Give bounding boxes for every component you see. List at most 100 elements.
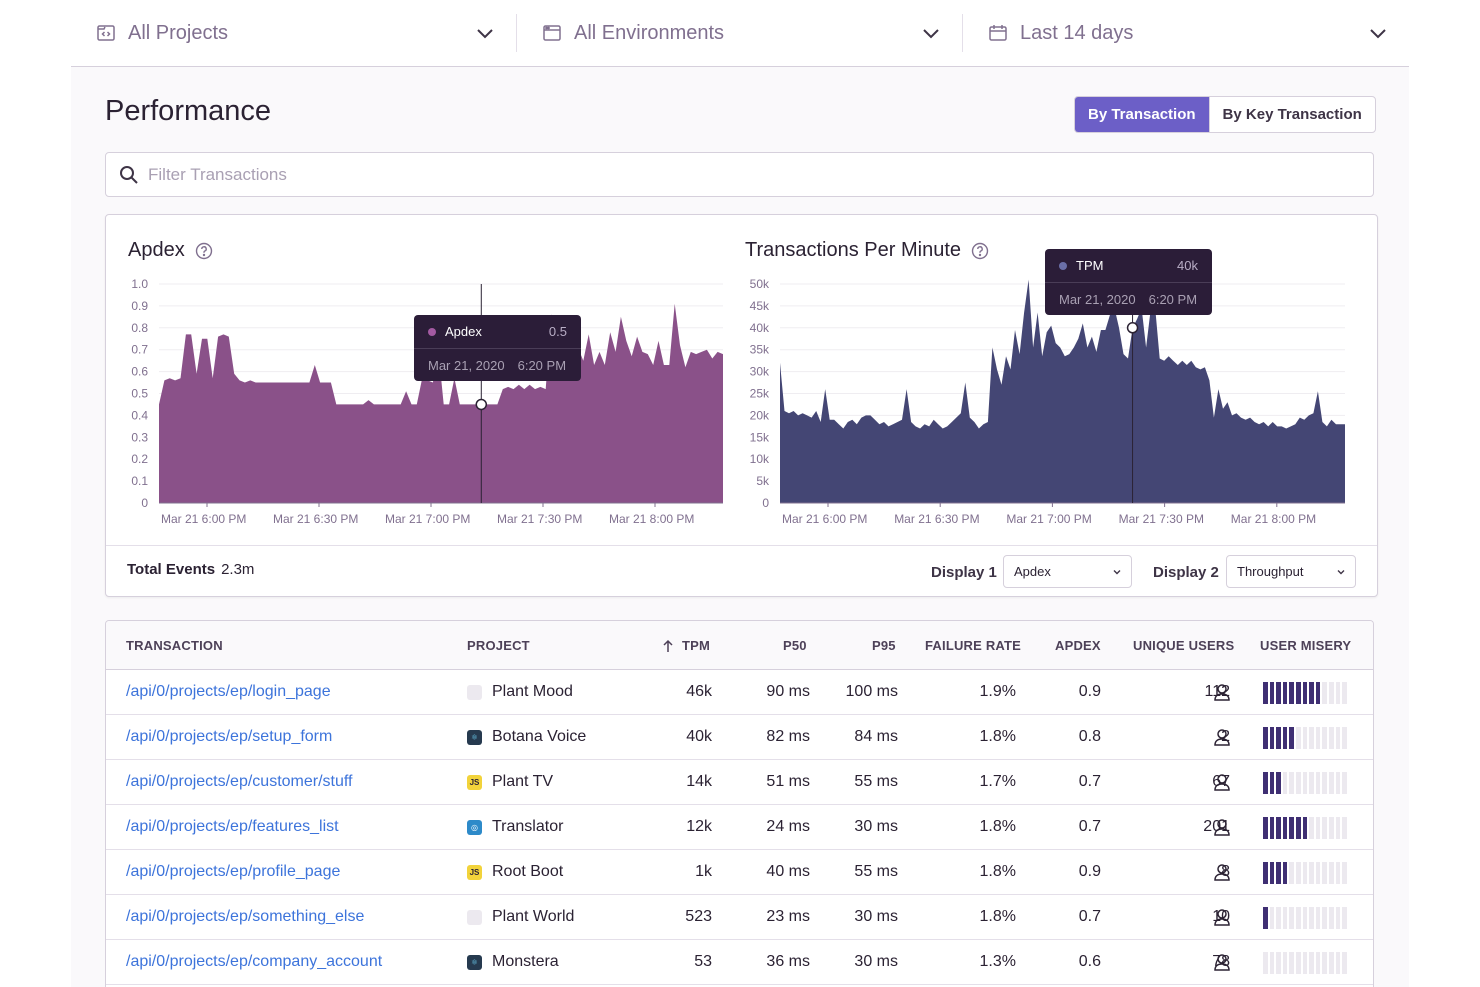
column-user-misery[interactable]: USER MISERY [1260,638,1352,653]
project-cell[interactable]: Plant Mood [467,683,573,701]
react-icon: ⚛ [467,954,482,970]
project-cell[interactable]: JS Plant TV [467,773,553,791]
transaction-link[interactable]: /api/0/projects/ep/company_account [126,953,383,970]
misery-segment [1295,817,1301,839]
apdex-value: 0.9 [1078,683,1101,700]
table-row[interactable]: /api/0/projects/ep/something_else Plant W… [106,895,1373,940]
misery-segment [1269,952,1275,974]
misery-segment [1328,817,1334,839]
misery-segment [1295,862,1301,884]
apdex-value: 0.6 [1078,953,1101,970]
misery-segment [1309,817,1314,839]
tooltip-value: 0.5 [548,324,567,339]
transaction-link[interactable]: /api/0/projects/ep/login_page [126,683,331,700]
table-row[interactable]: /api/0/projects/ep/setup_form ⚛ Botana Voi… [106,715,1373,760]
y-tick-label: 0 [762,496,769,510]
hover-point[interactable] [1126,322,1139,334]
apdex-value: 0.7 [1078,818,1101,835]
tooltip-value: 40k [1177,258,1198,273]
question-icon[interactable] [195,242,213,260]
column-apdex[interactable]: APDEX [1055,638,1101,653]
misery-segment [1276,952,1281,974]
misery-segment [1269,907,1275,929]
time-range-selector[interactable]: Last 14 days [963,0,1409,66]
apdex-chart[interactable]: 1.0 0.9 0.8 0.7 0.6 0.5 0.4 0.3 0.2 0.1 0 Mar 21 6:… [120,270,730,530]
area-series[interactable] [780,279,1345,503]
area-series[interactable] [159,303,723,503]
failure-rate-value: 1.8% [979,863,1016,880]
x-tick-label: Mar 21 8:00 PM [609,512,694,526]
table-row[interactable]: /api/0/projects/ep/company_account ⚛ Monst… [106,940,1373,985]
display2-select[interactable]: Throughput [1226,555,1356,588]
misery-segment [1289,682,1294,704]
misery-segment [1302,952,1308,974]
tpm-chart-title: Transactions Per Minute [745,239,989,262]
tooltip-series: TPM [1076,258,1104,273]
column-p95[interactable]: P95 [872,638,896,653]
column-p50[interactable]: P50 [783,638,807,653]
search-bar [105,152,1374,197]
tpm-value: 40k [686,728,712,745]
failure-rate-value: 1.8% [979,908,1016,925]
hover-point[interactable] [475,398,488,411]
project-cell[interactable]: JS Root Boot [467,863,563,881]
tpm-chart[interactable]: 50k 45k 40k 35k 30k 25k 20k 15k 10k 5k 0 Mar 21 6:0… [740,270,1360,530]
tooltip-date: Mar 21, 2020 [428,357,505,373]
transaction-link[interactable]: /api/0/projects/ep/features_list [126,818,339,835]
by-transaction-button[interactable]: By Transaction [1075,97,1209,132]
misery-segment [1335,817,1341,839]
question-icon[interactable] [971,242,989,260]
misery-segment [1309,727,1314,749]
project-selector[interactable]: All Projects [71,0,516,66]
misery-segment [1342,952,1347,974]
environment-selector[interactable]: All Environments [517,0,962,66]
table-row[interactable]: /api/0/projects/ep/customer/stuff JS Plant… [106,760,1373,805]
react-icon: ⚛ [467,729,482,745]
project-cell[interactable]: ◎ Translator [467,818,563,836]
table-body: /api/0/projects/ep/login_page Plant Mood 4… [106,670,1373,985]
misery-segment [1342,862,1347,884]
column-project[interactable]: PROJECT [467,638,530,653]
misery-segment [1315,727,1321,749]
transaction-link[interactable]: /api/0/projects/ep/setup_form [126,728,333,745]
user-icon [1212,907,1232,927]
search-input[interactable] [148,164,1348,185]
column-unique-users[interactable]: UNIQUE USERS [1133,638,1235,653]
tpm-value: 53 [694,953,712,970]
user-misery-bar [1263,682,1347,704]
project-name: Plant World [492,908,575,925]
view-toggle: By Transaction By Key Transaction [1074,96,1376,133]
total-events: Total Events 2.3m [127,561,254,578]
column-failure-rate[interactable]: FAILURE RATE [925,638,1022,653]
misery-segment [1322,682,1327,704]
by-key-transaction-button[interactable]: By Key Transaction [1208,97,1375,132]
x-tick-label: Mar 21 7:30 PM [1119,512,1204,526]
table-row[interactable]: /api/0/projects/ep/login_page Plant Mood 4… [106,670,1373,715]
y-tick-label: 0.4 [131,408,148,422]
table-row[interactable]: /api/0/projects/ep/features_list ◎ Transla… [106,805,1373,850]
misery-segment [1295,682,1301,704]
column-transaction[interactable]: TRANSACTION [126,638,223,653]
display1-select[interactable]: Apdex [1003,555,1132,588]
project-cell[interactable]: ⚛ Botana Voice [467,728,586,746]
user-misery-bar [1263,727,1347,749]
project-cell[interactable]: Plant World [467,908,574,926]
project-name: Monstera [492,953,559,970]
global-selection-header: All Projects All Environments Last 14 da… [71,0,1409,67]
column-tpm[interactable]: TPM [662,638,710,653]
apdex-chart-title: Apdex [128,239,213,262]
user-icon [1212,817,1232,837]
code-icon [467,684,482,700]
misery-segment [1328,907,1334,929]
transaction-link[interactable]: /api/0/projects/ep/customer/stuff [126,773,353,790]
y-tick-label: 1.0 [131,277,148,291]
project-cell[interactable]: ⚛ Monstera [467,953,559,971]
transaction-link[interactable]: /api/0/projects/ep/something_else [126,908,365,925]
apdex-value: 0.9 [1078,863,1101,880]
divider [962,14,963,52]
misery-segment [1263,682,1268,704]
tpm-tooltip: TPM 40k Mar 21, 2020 6:20 PM [1045,249,1212,315]
y-tick-label: 0.1 [131,474,148,488]
transaction-link[interactable]: /api/0/projects/ep/profile_page [126,863,341,880]
table-row[interactable]: /api/0/projects/ep/profile_page JS Root Bo… [106,850,1373,895]
